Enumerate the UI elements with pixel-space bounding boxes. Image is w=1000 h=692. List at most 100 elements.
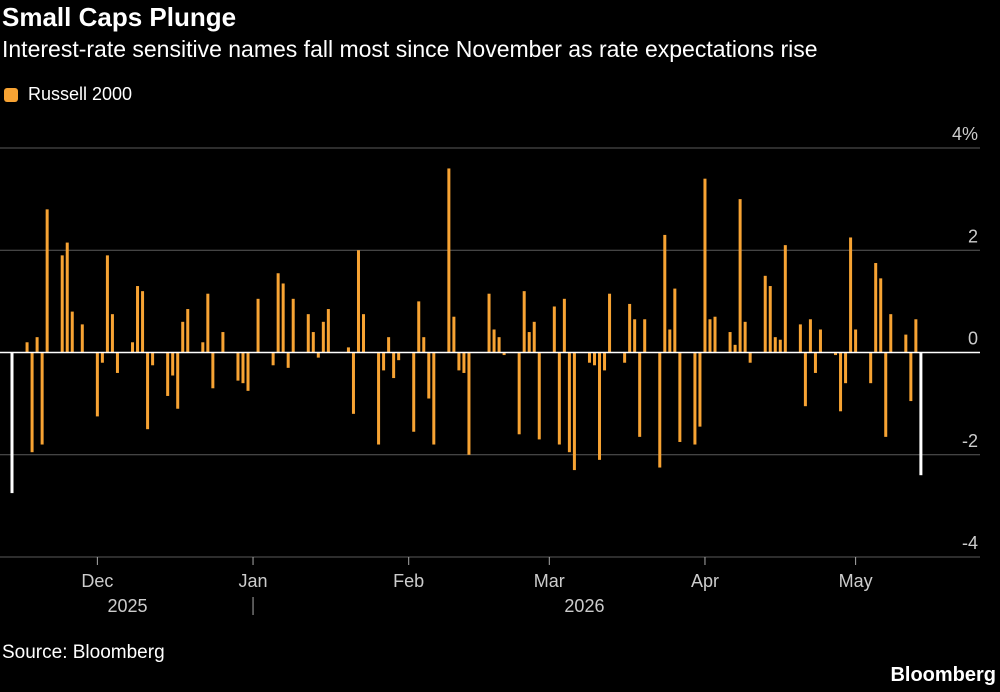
x-tick-label: Apr	[691, 571, 719, 591]
bar	[532, 321, 536, 353]
bar	[211, 352, 215, 389]
bar	[567, 352, 571, 453]
bar	[70, 311, 74, 353]
bar	[392, 352, 396, 379]
bar	[326, 309, 330, 353]
bar	[663, 234, 667, 353]
bar	[914, 319, 918, 353]
bar	[351, 352, 355, 414]
bar	[572, 352, 576, 471]
bar	[422, 337, 426, 353]
bar	[874, 263, 878, 353]
legend-label: Russell 2000	[28, 84, 133, 104]
bar	[522, 291, 526, 353]
bar	[678, 352, 682, 442]
bars	[10, 168, 923, 494]
bar	[673, 288, 677, 353]
legend-swatch	[4, 87, 18, 102]
bar	[467, 352, 471, 455]
x-tick-label: Mar	[534, 571, 565, 591]
bar	[658, 352, 662, 468]
bar	[844, 352, 848, 384]
source-note: Source: Bloomberg	[2, 642, 165, 663]
bar	[181, 321, 185, 353]
bar	[497, 337, 501, 353]
bar	[818, 329, 822, 353]
bar	[713, 316, 717, 353]
bar	[854, 329, 858, 353]
bar	[869, 352, 873, 384]
bar	[397, 352, 401, 361]
y-tick-label: -4	[962, 533, 978, 553]
bar	[537, 352, 541, 440]
bar	[527, 332, 531, 353]
bar	[703, 178, 707, 353]
bar	[492, 329, 496, 353]
bar	[603, 352, 607, 371]
bar	[884, 352, 888, 437]
bar	[80, 324, 84, 353]
bar	[733, 344, 737, 353]
bar	[60, 255, 64, 353]
bar	[186, 309, 190, 353]
bar	[768, 286, 772, 353]
bar	[105, 255, 109, 353]
x-axis: Dec Jan Feb Mar Apr May 2025 2026	[81, 557, 873, 616]
bar	[778, 339, 782, 353]
bar	[311, 332, 315, 353]
bar	[889, 314, 893, 353]
bar	[236, 352, 240, 381]
bar	[171, 352, 175, 376]
bar	[286, 352, 290, 368]
bar	[668, 329, 672, 353]
bar	[773, 337, 777, 353]
bar	[502, 352, 506, 356]
bar	[110, 314, 114, 353]
bar	[356, 250, 360, 353]
bar	[628, 303, 632, 353]
bar	[623, 352, 627, 363]
bar	[141, 291, 145, 353]
bar	[417, 301, 421, 353]
bar	[633, 319, 637, 353]
bar	[598, 352, 602, 460]
chart-subtitle: Interest-rate sensitive names fall most …	[2, 36, 818, 62]
bar	[562, 298, 566, 353]
bar	[35, 337, 39, 353]
bar	[427, 352, 431, 399]
bar	[281, 283, 285, 353]
year-label: 2026	[564, 596, 604, 616]
bar	[316, 352, 320, 358]
bar	[608, 293, 612, 353]
x-tick-label: May	[839, 571, 873, 591]
bar	[10, 352, 14, 494]
bar	[362, 314, 366, 353]
bar	[808, 319, 812, 353]
bar	[176, 352, 180, 409]
bar	[387, 337, 391, 353]
bar	[909, 352, 913, 402]
bar	[166, 352, 170, 396]
bar	[412, 352, 416, 432]
bar	[592, 352, 596, 366]
bar	[879, 278, 883, 353]
bar	[100, 352, 104, 363]
bar	[919, 352, 923, 476]
x-tick-label: Jan	[239, 571, 268, 591]
bar	[638, 352, 642, 437]
bar	[377, 352, 381, 445]
bar	[25, 342, 29, 353]
y-axis: 4% 2 0 -2 -4	[952, 124, 978, 553]
y-tick-label: -2	[962, 431, 978, 451]
y-tick-label: 2	[968, 226, 978, 246]
bar	[447, 168, 451, 353]
bar	[131, 342, 135, 353]
bar	[115, 352, 119, 373]
chart-title: Small Caps Plunge	[2, 2, 237, 32]
bar	[557, 352, 561, 445]
bar	[743, 321, 747, 353]
bar	[30, 352, 34, 453]
brand-logo: Bloomberg	[890, 664, 996, 686]
year-label: 2025	[107, 596, 147, 616]
